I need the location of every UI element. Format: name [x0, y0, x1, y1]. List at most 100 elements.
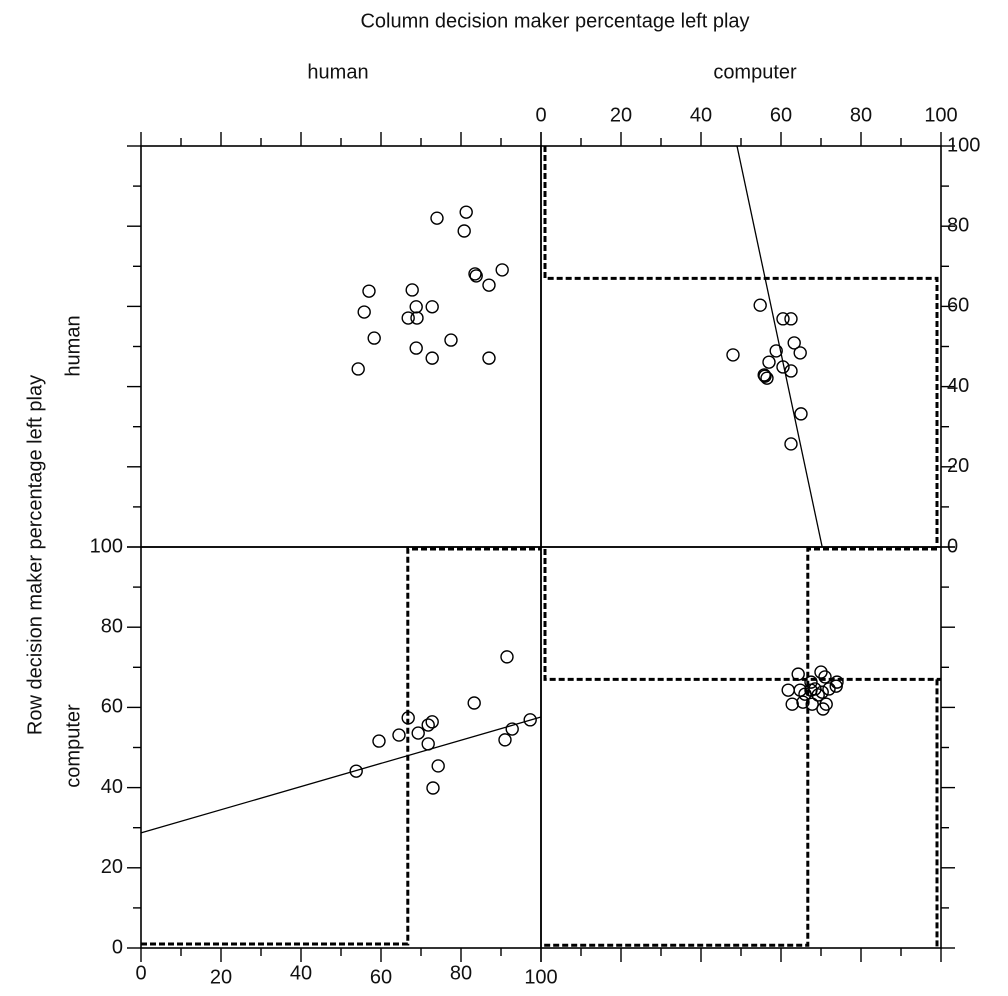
point — [816, 702, 830, 716]
point — [411, 726, 425, 740]
dashed-boundary — [541, 547, 937, 947]
y-tick-label: 20 — [101, 856, 123, 878]
point — [805, 697, 819, 711]
column-label: computer — [713, 61, 797, 83]
x-tick-label: 40 — [690, 104, 712, 126]
point — [431, 759, 445, 773]
point — [776, 312, 790, 326]
point — [500, 650, 514, 664]
point — [798, 687, 812, 701]
point — [760, 371, 774, 385]
point — [753, 298, 767, 312]
point — [410, 311, 424, 325]
x-tick-label: 100 — [924, 104, 957, 126]
point — [401, 311, 415, 325]
point — [421, 718, 435, 732]
point — [405, 283, 419, 297]
point — [425, 300, 439, 314]
y-tick-label: 40 — [101, 776, 123, 798]
panel-frame — [140, 546, 542, 949]
y-tick-label: 0 — [947, 535, 958, 557]
fit-line — [140, 716, 542, 834]
x-tick-label: 20 — [610, 104, 632, 126]
point — [468, 267, 482, 281]
point — [372, 734, 386, 748]
point — [726, 348, 740, 362]
point — [459, 205, 473, 219]
y-tick-label: 60 — [947, 295, 969, 317]
x-tick-label: 100 — [524, 966, 557, 988]
point — [421, 737, 435, 751]
point — [762, 355, 776, 369]
point — [784, 312, 798, 326]
point — [498, 733, 512, 747]
point — [804, 675, 818, 689]
y-title: Row decision maker percentage left play — [24, 375, 46, 735]
point — [482, 278, 496, 292]
point — [392, 728, 406, 742]
point — [822, 682, 836, 696]
point — [769, 344, 783, 358]
x-tick-label: 0 — [535, 104, 546, 126]
point — [811, 688, 825, 702]
point — [758, 369, 772, 383]
point — [469, 269, 483, 283]
point — [784, 364, 798, 378]
point — [830, 675, 844, 689]
point — [425, 715, 439, 729]
panel-frame — [540, 546, 942, 949]
point — [430, 211, 444, 225]
dashed-boundary — [543, 549, 941, 681]
point — [357, 305, 371, 319]
point — [401, 711, 415, 725]
column-label: human — [307, 61, 368, 83]
row-label: human — [62, 315, 84, 376]
point — [791, 667, 805, 681]
panel-frame — [540, 145, 942, 548]
x-tick-label: 60 — [370, 966, 392, 988]
point — [785, 697, 799, 711]
x-tick-label: 0 — [135, 962, 146, 984]
point — [367, 331, 381, 345]
point — [814, 665, 828, 679]
point — [349, 764, 363, 778]
point — [505, 722, 519, 736]
point — [495, 263, 509, 277]
y-tick-label: 40 — [947, 375, 969, 397]
point — [482, 351, 496, 365]
y-tick-label: 80 — [947, 214, 969, 236]
point — [409, 300, 423, 314]
point — [784, 437, 798, 451]
point — [425, 351, 439, 365]
x-tick-label: 80 — [850, 104, 872, 126]
dashed-boundary — [543, 146, 939, 547]
y-tick-label: 60 — [101, 696, 123, 718]
point — [362, 284, 376, 298]
point — [776, 360, 790, 374]
x-tick-label: 40 — [290, 962, 312, 984]
point — [815, 685, 829, 699]
x-tick-label: 80 — [450, 962, 472, 984]
row-label: computer — [62, 704, 84, 788]
dashed-boundary — [141, 547, 541, 946]
point — [351, 362, 365, 376]
y-tick-label: 20 — [947, 455, 969, 477]
x-tick-label: 60 — [770, 104, 792, 126]
y-tick-label: 80 — [101, 615, 123, 637]
y-tick-label: 100 — [90, 535, 123, 557]
y-tick-label: 100 — [947, 134, 980, 156]
point — [409, 341, 423, 355]
point — [457, 224, 471, 238]
point — [426, 781, 440, 795]
y-tick-label: 0 — [112, 936, 123, 958]
point — [787, 336, 801, 350]
point — [794, 407, 808, 421]
point — [523, 713, 537, 727]
point — [793, 346, 807, 360]
point — [818, 670, 832, 684]
point — [444, 333, 458, 347]
point — [781, 683, 795, 697]
point — [796, 695, 810, 709]
x-tick-label: 20 — [210, 966, 232, 988]
